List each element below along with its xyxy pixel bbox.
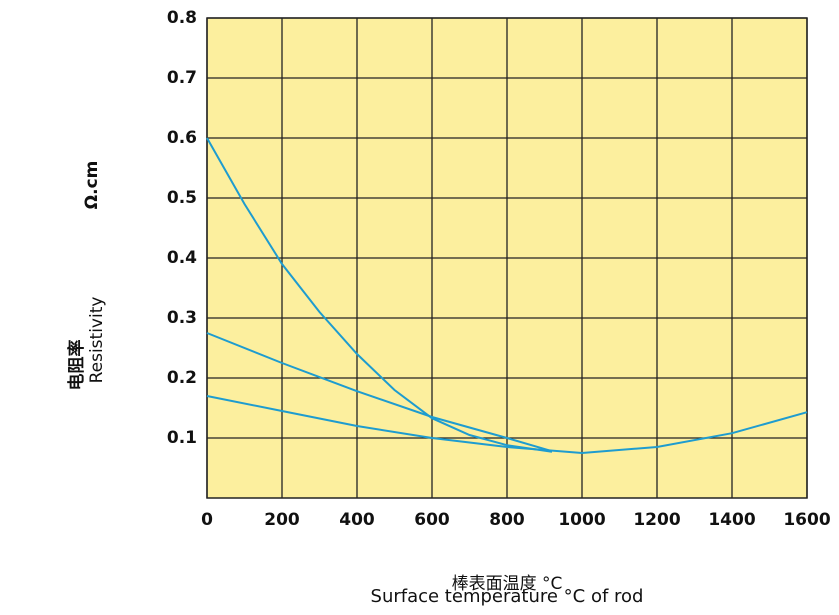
y-tick-label: 0.8 — [167, 8, 197, 28]
x-tick-label: 0 — [201, 510, 213, 530]
x-tick-label: 1000 — [558, 510, 605, 530]
y-tick-label: 0.2 — [167, 368, 197, 388]
chart: 棒表面温度 °C Surface temperature °C of rod 电… — [0, 0, 839, 615]
y-tick-label: 0.7 — [167, 68, 197, 88]
y-label-cn: 电阻率 — [66, 340, 87, 391]
x-tick-label: 600 — [414, 510, 450, 530]
y-tick-label: 0.5 — [167, 188, 197, 208]
y-tick-label: 0.1 — [167, 428, 197, 448]
x-tick-label: 1600 — [783, 510, 830, 530]
y-unit: Ω.cm — [82, 161, 102, 210]
y-tick-label: 0.3 — [167, 308, 197, 328]
body: {"chart_data": {"type": "line", "xlabel"… — [0, 0, 839, 615]
y-label-en: Resistivity — [87, 297, 107, 384]
y-tick-label: 0.6 — [167, 128, 197, 148]
x-tick-label: 200 — [264, 510, 300, 530]
x-tick-label: 800 — [489, 510, 525, 530]
x-tick-label: 400 — [339, 510, 375, 530]
x-label-en: Surface temperature °C of rod — [371, 586, 644, 607]
y-tick-label: 0.4 — [167, 248, 197, 268]
x-tick-label: 1200 — [633, 510, 680, 530]
x-tick-label: 1400 — [708, 510, 755, 530]
page: body { margin: 0; background: #fff; font… — [0, 0, 839, 615]
